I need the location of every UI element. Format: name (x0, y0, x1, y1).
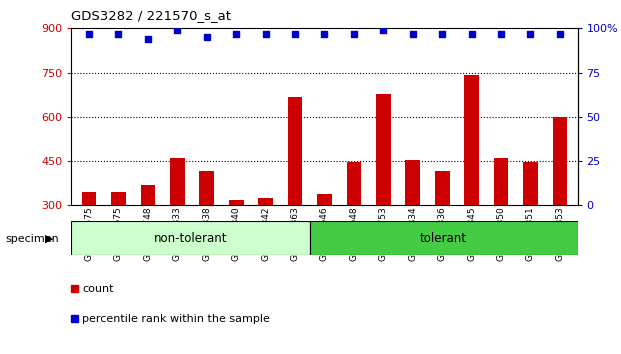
Point (496, 31, 506, 36)
Text: tolerant: tolerant (420, 232, 467, 245)
Text: count: count (83, 284, 114, 293)
Text: GDS3282 / 221570_s_at: GDS3282 / 221570_s_at (71, 9, 232, 22)
Text: ▶: ▶ (45, 234, 53, 244)
Bar (71, 285, 78, 292)
Bar (71, 315, 78, 322)
Bar (140, 185, 155, 205)
Bar (406, 160, 420, 205)
Point (437, 31, 447, 36)
Bar (523, 162, 538, 205)
Bar (229, 200, 243, 205)
Point (319, 31, 329, 36)
Bar (71, 221, 310, 255)
Point (466, 31, 476, 36)
Bar (258, 198, 273, 205)
Point (84, 31, 94, 36)
Point (173, 27, 183, 33)
Bar (553, 117, 567, 205)
Bar (111, 192, 126, 205)
Bar (494, 158, 509, 205)
Bar (82, 192, 96, 205)
Point (555, 31, 565, 36)
Text: non-tolerant: non-tolerant (154, 232, 227, 245)
Bar (465, 75, 479, 205)
Point (202, 34, 212, 40)
Point (261, 31, 271, 36)
Point (114, 31, 124, 36)
Point (143, 36, 153, 42)
Bar (317, 194, 332, 205)
Bar (288, 97, 302, 205)
Point (408, 31, 418, 36)
Bar (435, 171, 450, 205)
Point (231, 31, 241, 36)
Bar (170, 158, 184, 205)
Bar (347, 162, 361, 205)
Bar (310, 221, 578, 255)
Text: specimen: specimen (5, 234, 59, 244)
Point (290, 31, 300, 36)
Bar (376, 94, 391, 205)
Point (378, 27, 388, 33)
Point (349, 31, 359, 36)
Bar (199, 171, 214, 205)
Text: percentile rank within the sample: percentile rank within the sample (83, 314, 270, 324)
Point (525, 31, 535, 36)
